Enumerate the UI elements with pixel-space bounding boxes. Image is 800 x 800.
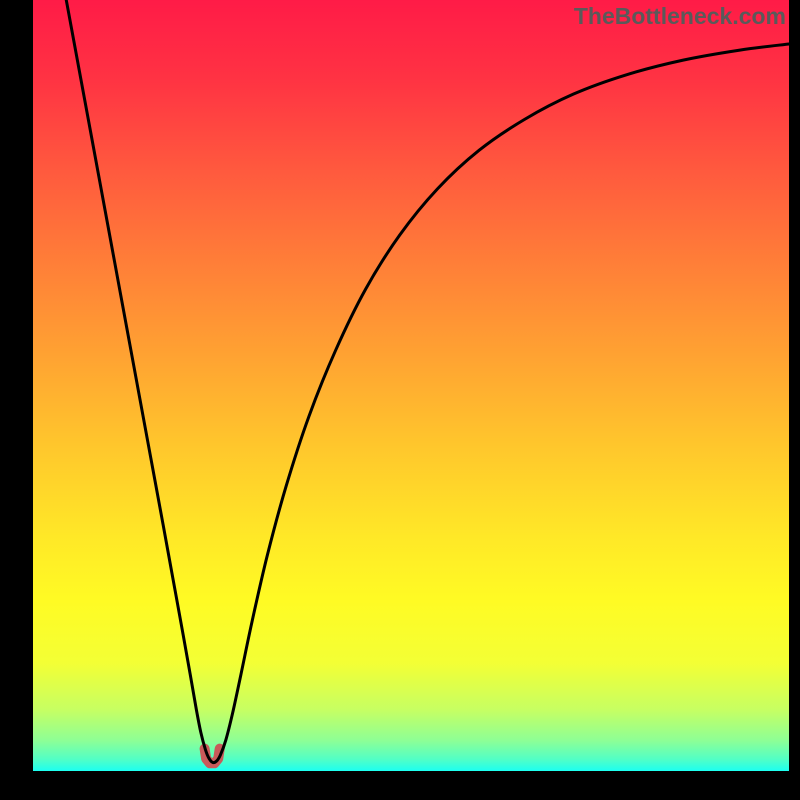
plot-area (33, 0, 789, 771)
chart-svg (33, 0, 789, 771)
watermark-text: TheBottleneck.com (574, 3, 786, 30)
gradient-background (33, 0, 789, 771)
